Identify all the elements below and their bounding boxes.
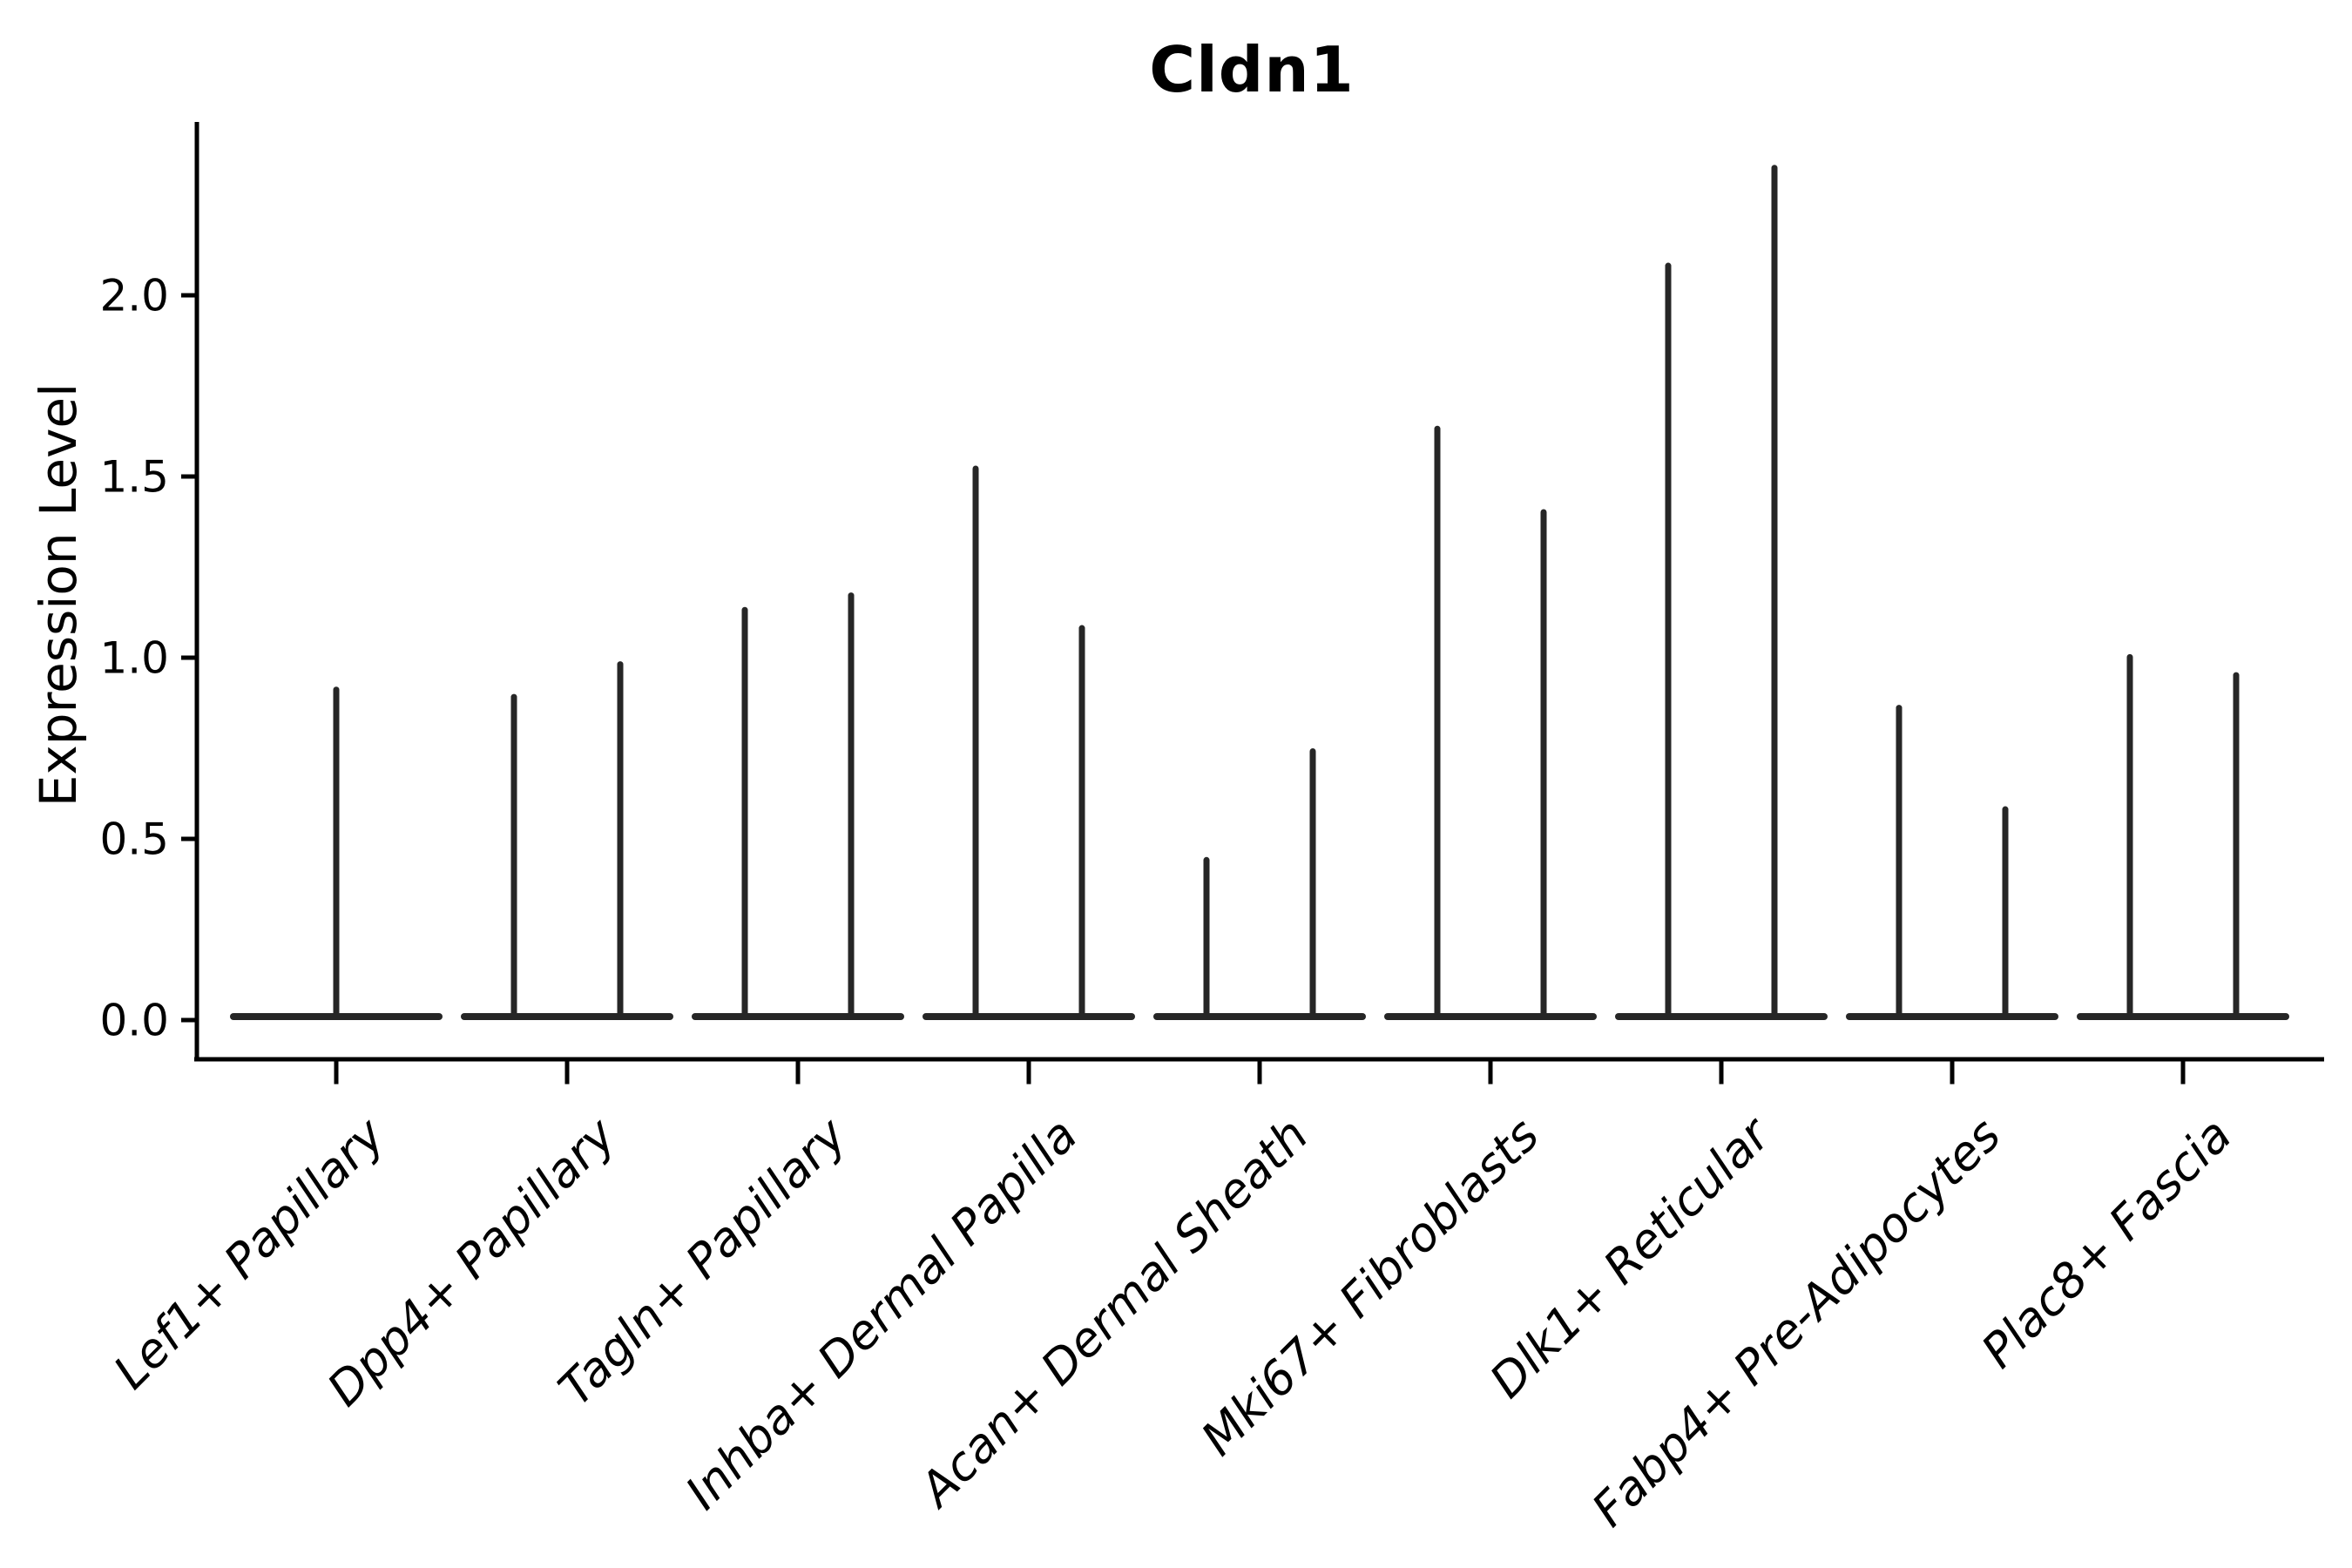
x-tick-label: Inhba+ Dermal Papilla	[675, 1107, 1088, 1520]
violin-needle	[741, 606, 748, 1017]
y-tick-label: 1.5	[99, 452, 169, 503]
violin-base	[1846, 1013, 2058, 1020]
violin-base	[461, 1013, 673, 1020]
x-tick-label: Fabp4+ Pre-Adipocytes	[1581, 1107, 2011, 1537]
violin-needle	[1771, 165, 1778, 1017]
violin-needle	[2233, 672, 2240, 1017]
y-tick-label: 0.5	[99, 814, 169, 865]
violin-base	[1615, 1013, 1828, 1020]
violin-base	[692, 1013, 904, 1020]
violin-base	[923, 1013, 1135, 1020]
chart-title: Cldn1	[1149, 33, 1355, 106]
violin-base	[2077, 1013, 2289, 1020]
violin-needle	[1896, 705, 1903, 1017]
violin-needle	[1540, 509, 1547, 1017]
violin-needle	[1665, 262, 1672, 1017]
violin-needle	[2126, 653, 2133, 1017]
violin-needle	[333, 686, 340, 1017]
violin-needle	[1078, 625, 1085, 1017]
violin-needle	[2002, 806, 2009, 1017]
violin-needle	[972, 465, 979, 1017]
violin-needle	[510, 693, 517, 1017]
violin-base	[1153, 1013, 1366, 1020]
x-tick-label: Plac8+ Fascia	[1970, 1107, 2241, 1378]
x-tick-label: Acan+ Dermal Sheath	[908, 1107, 1319, 1518]
violin-needle	[1309, 748, 1316, 1017]
y-tick-label: 2.0	[99, 271, 169, 321]
violin-needle	[617, 661, 624, 1017]
violin-needle	[848, 592, 855, 1017]
y-tick-label: 1.0	[99, 633, 169, 684]
violin-needle	[1434, 425, 1441, 1017]
violin-needle	[1203, 856, 1210, 1017]
y-tick-label: 0.0	[99, 996, 169, 1046]
violin-base	[1384, 1013, 1597, 1020]
